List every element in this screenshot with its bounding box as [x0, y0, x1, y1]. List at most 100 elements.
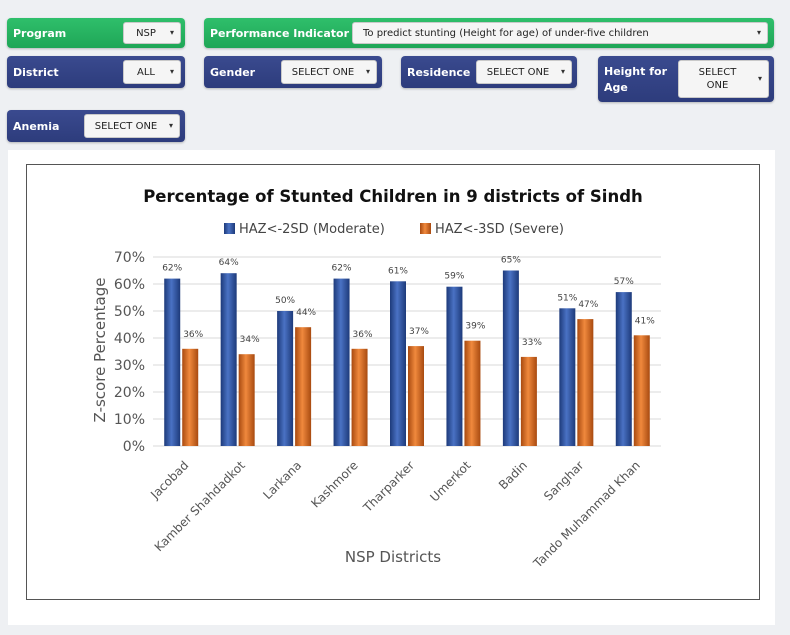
data-label: 62% [332, 264, 352, 274]
residence-value: SELECT ONE [486, 66, 550, 78]
x-tick-label: Umerkot [427, 458, 473, 504]
height-for-age-label: Height for Age [604, 65, 667, 94]
chart-frame: Percentage of Stunted Children in 9 dist… [26, 164, 760, 600]
district-select[interactable]: ALL ▾ [123, 60, 181, 84]
y-axis-title: Z-score Percentage [91, 278, 109, 423]
legend-swatch-severe [420, 223, 431, 234]
residence-label: Residence [407, 65, 471, 79]
program-label: Program [13, 26, 67, 40]
legend-label-severe: HAZ<-3SD (Severe) [435, 222, 564, 237]
height-for-age-select[interactable]: SELECT ONE ▾ [678, 60, 769, 98]
bar-severe [633, 335, 650, 446]
y-tick-label: 30% [114, 358, 145, 374]
bar-moderate [559, 308, 576, 446]
data-label: 65% [501, 256, 521, 266]
gender-value: SELECT ONE [291, 66, 355, 78]
district-label: District [13, 65, 59, 79]
data-label: 41% [635, 316, 655, 326]
height-for-age-filter: Height for Age SELECT ONE ▾ [598, 56, 774, 102]
chevron-down-icon: ▾ [757, 74, 762, 83]
bar-severe [351, 348, 368, 446]
performance-indicator-label: Performance Indicator [210, 26, 349, 40]
anemia-select[interactable]: SELECT ONE ▾ [84, 114, 180, 138]
bar-severe [182, 348, 199, 446]
bar-moderate [277, 311, 294, 446]
district-value: ALL [137, 66, 155, 78]
x-tick-label: Kashmore [308, 458, 360, 510]
y-axis: 0% 10% 20% 30% 40% 50% 60% 70% [114, 250, 145, 455]
district-filter: District ALL ▾ [7, 56, 185, 88]
bar-severe [295, 327, 312, 446]
anemia-filter: Anemia SELECT ONE ▾ [7, 110, 185, 142]
bar-moderate [390, 281, 406, 446]
data-label: 51% [557, 293, 577, 303]
x-tick-label: Tharparker [360, 458, 417, 515]
bar-moderate [502, 270, 519, 446]
bar-severe [464, 340, 481, 446]
height-for-age-value: SELECT ONE [698, 67, 737, 91]
bar-severe [577, 319, 594, 446]
residence-filter: Residence SELECT ONE ▾ [401, 56, 577, 88]
residence-select[interactable]: SELECT ONE ▾ [476, 60, 572, 84]
anemia-value: SELECT ONE [94, 120, 158, 132]
x-tick-label: Badin [496, 458, 530, 492]
program-filter: Program NSP ▾ [7, 18, 185, 48]
gender-label: Gender [210, 65, 256, 79]
anemia-label: Anemia [13, 119, 60, 133]
program-value: NSP [136, 27, 156, 39]
stunting-bar-chart: Percentage of Stunted Children in 9 dist… [91, 187, 661, 571]
data-label: 36% [353, 330, 373, 340]
chevron-down-icon: ▾ [169, 67, 174, 76]
chevron-down-icon: ▾ [560, 67, 565, 76]
data-label: 61% [388, 266, 408, 276]
chart-title: Percentage of Stunted Children in 9 dist… [143, 187, 643, 206]
chevron-down-icon: ▾ [756, 28, 761, 37]
gender-filter: Gender SELECT ONE ▾ [204, 56, 382, 88]
bar-moderate [220, 273, 237, 446]
y-tick-label: 70% [114, 250, 145, 266]
data-label: 47% [578, 300, 598, 310]
x-tick-label: Larkana [260, 458, 304, 502]
data-label: 59% [444, 272, 464, 282]
legend-swatch-moderate [224, 223, 235, 234]
program-select[interactable]: NSP ▾ [123, 22, 181, 44]
bar-severe [520, 356, 537, 446]
performance-indicator-select[interactable]: To predict stunting (Height for age) of … [352, 22, 768, 44]
performance-indicator-value: To predict stunting (Height for age) of … [363, 27, 649, 39]
y-tick-label: 60% [114, 277, 145, 293]
bar-moderate [333, 278, 350, 446]
data-label: 37% [409, 327, 429, 337]
bars: 62% 36% 64% 34% 50%44% 62% 36% 61% 37% 59% 39% 65% 3… [162, 256, 655, 446]
x-tick-label: Tando Muhammad Khan [530, 458, 643, 571]
data-label: 39% [465, 322, 485, 332]
data-label: 33% [522, 338, 542, 348]
data-label: 62% [162, 264, 182, 274]
bar-moderate [615, 292, 632, 446]
bar-moderate [446, 286, 463, 446]
data-label: 36% [183, 330, 203, 340]
chevron-down-icon: ▾ [365, 67, 370, 76]
legend-label-moderate: HAZ<-2SD (Moderate) [239, 222, 385, 237]
data-label: 57% [614, 277, 634, 287]
bar-severe [408, 346, 424, 446]
y-tick-label: 0% [123, 439, 145, 455]
data-label: 50% [275, 296, 295, 306]
y-tick-label: 50% [114, 304, 145, 320]
gridlines [153, 256, 661, 447]
bar-severe [238, 354, 255, 446]
performance-indicator-filter: Performance Indicator To predict stuntin… [204, 18, 774, 48]
y-tick-label: 10% [114, 412, 145, 428]
chevron-down-icon: ▾ [168, 121, 173, 130]
x-tick-label: Jacobad [147, 458, 191, 502]
legend: HAZ<-2SD (Moderate) HAZ<-3SD (Severe) [224, 222, 564, 237]
data-label: 44% [296, 308, 316, 318]
bar-moderate [164, 278, 181, 446]
y-tick-label: 40% [114, 331, 145, 347]
chevron-down-icon: ▾ [169, 28, 174, 37]
x-axis-title: NSP Districts [345, 548, 441, 566]
data-label: 64% [219, 258, 239, 268]
gender-select[interactable]: SELECT ONE ▾ [281, 60, 377, 84]
y-tick-label: 20% [114, 385, 145, 401]
x-tick-label: Sanghar [541, 458, 586, 503]
data-label: 34% [240, 335, 260, 345]
